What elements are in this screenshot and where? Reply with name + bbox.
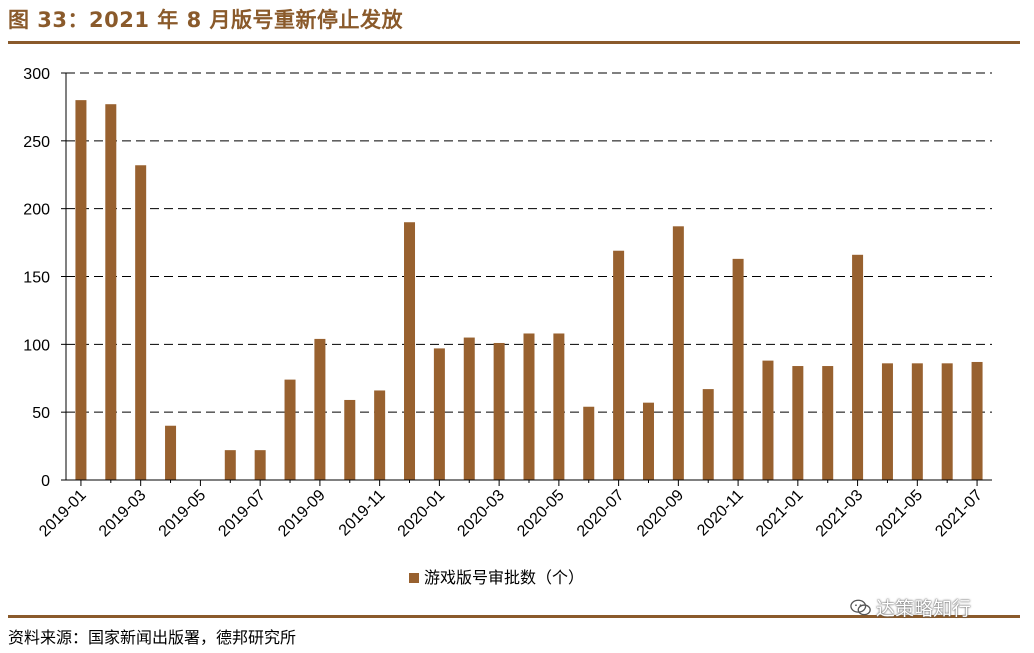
bar-2020-03	[493, 342, 505, 480]
bar-2020-05	[553, 333, 565, 480]
figure-title: 图 33：2021 年 8 月版号重新停止发放	[8, 8, 404, 32]
y-tick-label: 200	[23, 202, 50, 219]
x-tick-label: 2020-05	[514, 487, 568, 541]
x-tick-label: 2019-07	[215, 487, 269, 541]
bar-2019-09	[314, 338, 326, 480]
x-tick-label: 2020-11	[694, 487, 747, 540]
x-tick-label: 2020-07	[574, 487, 628, 541]
bar-2021-06	[941, 363, 953, 480]
y-tick-label: 250	[23, 134, 50, 151]
bar-2019-12	[404, 222, 416, 480]
bar-2020-09	[672, 226, 684, 480]
bar-2019-01	[75, 100, 87, 480]
bar-2021-05	[911, 363, 923, 480]
x-tick-label: 2021-07	[932, 487, 986, 541]
x-tick-label: 2020-01	[395, 487, 449, 541]
x-tick-label: 2019-01	[36, 487, 90, 541]
bar-2021-01	[792, 366, 804, 480]
x-tick-label: 2020-03	[454, 487, 508, 541]
bar-2020-12	[762, 360, 774, 480]
y-tick-label: 50	[32, 405, 50, 422]
y-tick-label: 0	[41, 473, 50, 490]
legend-label: 游戏版号审批数（个）	[424, 569, 584, 587]
bar-2019-11	[374, 390, 386, 480]
bar-2021-03	[852, 254, 864, 480]
bar-2019-10	[344, 399, 356, 480]
x-tick-label: 2019-09	[275, 487, 329, 541]
bar-2020-08	[642, 402, 654, 480]
y-tick-label: 150	[23, 270, 50, 287]
y-tick-labels: 0 50 100 150 200 250 300	[23, 66, 50, 490]
bar-2019-03	[135, 165, 147, 480]
x-tick-label: 2019-11	[336, 487, 389, 540]
footer-divider	[8, 615, 1020, 618]
bar-2021-07	[971, 361, 983, 480]
bar-2019-08	[284, 379, 296, 480]
bar-2020-06	[583, 406, 595, 480]
x-tick-label: 2021-03	[813, 487, 867, 541]
legend: 游戏版号审批数（个）	[409, 569, 584, 587]
bar-2021-04	[881, 363, 893, 480]
axes	[61, 72, 992, 486]
x-tick-label: 2021-01	[753, 487, 807, 541]
legend-swatch	[409, 573, 419, 583]
bar-2019-06	[224, 450, 236, 480]
x-tick-label: 2019-03	[96, 487, 150, 541]
bar-2020-07	[613, 250, 625, 480]
source-note: 资料来源：国家新闻出版署，德邦研究所	[8, 628, 297, 647]
x-tick-labels: 2019-01 2019-03 2019-05 2019-07 2019-09 2019-…	[36, 487, 986, 541]
bar-2019-04	[165, 425, 177, 480]
bar-2019-07	[254, 450, 266, 480]
bar-2020-01	[433, 348, 445, 480]
bar-2020-11	[732, 258, 744, 480]
y-tick-label: 100	[23, 337, 50, 354]
bars	[75, 100, 983, 480]
bar-2019-02	[105, 104, 117, 480]
x-tick-label: 2020-09	[634, 487, 688, 541]
bar-2021-02	[822, 366, 834, 480]
bar-2020-02	[463, 337, 475, 480]
watermark: 达策略知行	[850, 594, 971, 621]
bar-chart: 0 50 100 150 200 250 300 2019-01 2019-03 2019-05…	[23, 66, 992, 587]
x-tick-label: 2021-05	[873, 487, 927, 541]
y-tick-label: 300	[23, 66, 50, 83]
x-tick-label: 2019-05	[156, 487, 210, 541]
bar-2020-04	[523, 333, 535, 480]
wechat-icon	[850, 599, 871, 615]
bar-2020-10	[702, 389, 714, 480]
watermark-text: 达策略知行	[876, 598, 972, 620]
title-divider	[8, 41, 1020, 44]
